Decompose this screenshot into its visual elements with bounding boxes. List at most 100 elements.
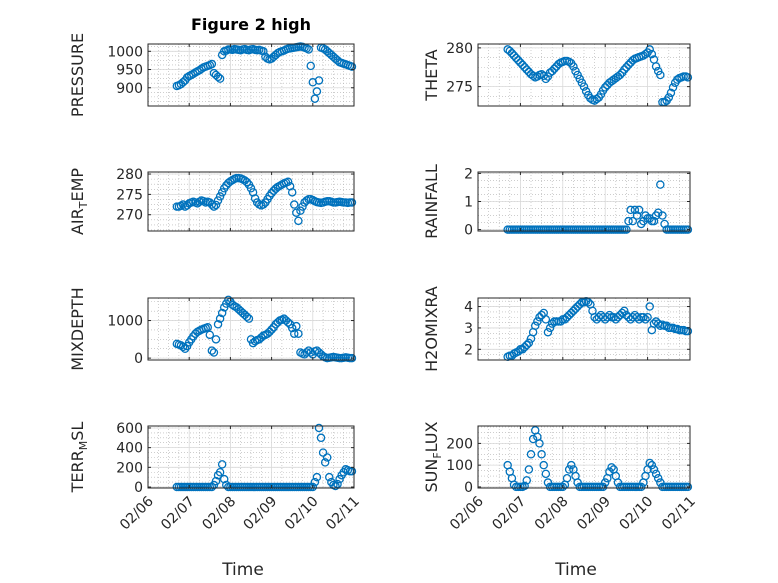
subplot-3: 270 275 280 AIRTEMP	[68, 167, 357, 235]
data-point	[626, 205, 635, 215]
data-point	[562, 473, 572, 483]
data-point	[617, 308, 627, 318]
y-tick-label: 600	[116, 421, 143, 437]
data-point	[543, 478, 553, 487]
data-point	[564, 310, 574, 320]
data-point	[511, 53, 521, 63]
data-point	[524, 465, 534, 474]
data-point	[645, 45, 654, 54]
data-point	[304, 45, 313, 54]
y-axis-label: SUNFLUX	[422, 421, 444, 492]
data-point	[213, 196, 223, 205]
data-point	[244, 314, 254, 323]
data-point	[283, 318, 293, 327]
data-point	[622, 225, 631, 234]
y-tick-label: 1000	[107, 44, 143, 60]
data-point	[316, 433, 326, 443]
data-point	[213, 320, 223, 329]
data-point	[306, 61, 315, 71]
data-point	[524, 338, 534, 348]
data-point	[567, 308, 576, 318]
data-point	[520, 481, 529, 491]
data-point	[530, 321, 540, 331]
data-point	[634, 315, 644, 324]
data-point	[347, 353, 357, 363]
axis-frame	[147, 425, 355, 489]
data-point	[520, 342, 529, 352]
data-point	[641, 315, 650, 324]
data-point	[541, 315, 551, 324]
data-point	[242, 177, 252, 187]
data-point	[605, 310, 614, 320]
data-point	[211, 200, 221, 210]
data-point	[287, 323, 297, 333]
data-point	[259, 47, 268, 56]
data-point	[569, 306, 578, 316]
data-point	[298, 202, 307, 211]
y-axis-label-tail: SL	[68, 422, 87, 441]
data-point	[267, 325, 276, 334]
data-point	[178, 78, 188, 87]
data-point	[526, 450, 536, 459]
data-point	[611, 315, 621, 324]
data-point	[215, 74, 225, 83]
data-point	[320, 458, 330, 467]
data-point	[522, 340, 532, 350]
data-point	[509, 51, 519, 60]
y-axis-label-main: THETA	[422, 49, 441, 101]
series-markers	[503, 180, 693, 234]
data-point	[250, 194, 260, 203]
data-point	[649, 465, 659, 474]
y-axis-label-main: TERR	[68, 450, 87, 493]
data-point	[283, 177, 293, 187]
series-markers	[172, 423, 357, 492]
data-point	[569, 62, 578, 71]
data-point	[647, 49, 657, 59]
y-axis-label-tail: EMP	[68, 168, 87, 202]
x-axis-label: Time	[221, 560, 264, 580]
data-point	[209, 348, 219, 357]
series-markers	[503, 45, 693, 107]
data-point	[217, 188, 227, 197]
data-point	[651, 62, 661, 71]
data-point	[571, 304, 580, 313]
subplot-4: 0 1 2 RAINFALL	[422, 164, 693, 239]
series-markers	[172, 42, 357, 103]
data-point	[505, 46, 515, 56]
axis-frame	[477, 43, 691, 107]
data-point	[294, 329, 303, 338]
data-point	[573, 302, 582, 311]
data-point	[514, 56, 523, 65]
axis-frame	[147, 43, 355, 107]
data-point	[643, 312, 652, 322]
data-point	[564, 465, 574, 474]
y-tick-label: 280	[116, 167, 143, 183]
data-point	[178, 342, 188, 352]
y-tick-label: 0	[464, 480, 473, 496]
data-point	[308, 482, 318, 492]
data-point	[215, 468, 225, 477]
data-point	[209, 202, 219, 211]
data-point	[560, 315, 570, 324]
axis-frame	[477, 425, 691, 489]
data-point	[312, 472, 322, 482]
data-point	[649, 216, 659, 226]
x-axis-label: Time	[554, 560, 597, 580]
data-point	[207, 59, 217, 69]
y-tick-label: 0	[464, 223, 473, 239]
data-point	[550, 64, 559, 74]
data-point	[520, 63, 529, 72]
y-tick-label: 275	[116, 187, 143, 203]
y-tick-label: 400	[116, 441, 143, 457]
data-point	[310, 477, 320, 487]
data-point	[613, 478, 623, 487]
y-tick-label: 4	[464, 300, 473, 316]
series-markers	[172, 173, 357, 226]
data-point	[613, 312, 623, 322]
data-point	[632, 312, 642, 322]
data-point	[573, 478, 582, 487]
y-tick-label: 275	[446, 80, 473, 96]
data-point	[518, 345, 527, 354]
subplot-6: 2 3 4 H2OMIXRA	[422, 286, 693, 372]
